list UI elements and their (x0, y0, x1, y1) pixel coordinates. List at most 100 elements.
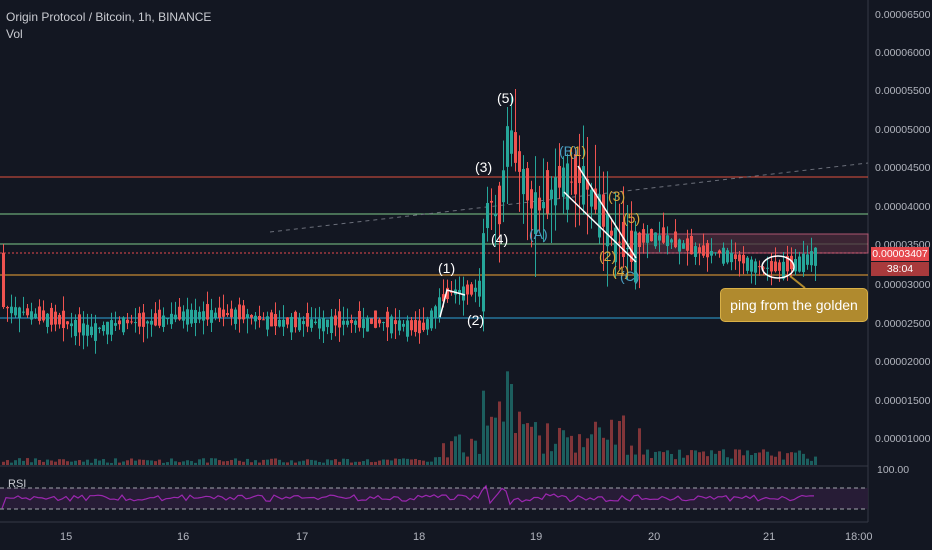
candle-body (654, 232, 657, 247)
volume-bar (458, 434, 461, 465)
candle-body (650, 228, 653, 242)
volume-bar (234, 458, 237, 465)
candle-body (458, 289, 461, 294)
volume-bar (614, 444, 617, 465)
volume-bar (390, 460, 393, 465)
volume-bar (430, 461, 433, 465)
volume-bar (554, 443, 557, 465)
volume-bar (418, 460, 421, 465)
volume-bar (626, 454, 629, 465)
volume-bar (186, 460, 189, 465)
candle-body (630, 230, 633, 262)
volume-bar (394, 458, 397, 465)
candle-body (262, 319, 265, 321)
candle-body (178, 306, 181, 320)
volume-bar (662, 452, 665, 465)
volume-bar (226, 461, 229, 465)
wave-label-A: (A) (529, 226, 548, 242)
candle-body (286, 317, 289, 325)
volume-bar (154, 461, 157, 465)
volume-bar (122, 461, 125, 465)
candle-body (382, 322, 385, 324)
volume-bar (530, 426, 533, 465)
volume-bar (518, 411, 521, 465)
candle-body (482, 233, 485, 312)
volume-bar (378, 460, 381, 465)
time-tick: 19 (530, 531, 542, 543)
volume-bar (114, 458, 117, 465)
candle-body (594, 188, 597, 210)
candle-body (614, 227, 617, 263)
volume-bar (582, 447, 585, 465)
volume-bar (286, 462, 289, 465)
volume-bar (22, 460, 25, 465)
candle-body (354, 320, 357, 325)
volume-bar (790, 452, 793, 465)
candle-body (210, 310, 213, 323)
candle-body (338, 311, 341, 328)
candle-body (698, 247, 701, 254)
candle-body (342, 320, 345, 325)
candle-body (786, 255, 789, 272)
volume-bar (222, 461, 225, 465)
candle-body (774, 261, 777, 272)
volume-bar (270, 458, 273, 465)
candle-body (374, 310, 377, 328)
candle-body (534, 192, 537, 235)
volume-bar (158, 459, 161, 465)
volume-bar (474, 440, 477, 465)
volume-bar (258, 462, 261, 465)
candle-body (518, 151, 521, 172)
volume-bar (806, 458, 809, 465)
wave-label-C: (C) (620, 268, 639, 284)
price-axis[interactable]: 0.00006500 0.00006000 0.00005500 0.00005… (875, 9, 931, 476)
candle-body (254, 315, 257, 322)
callout-pointer (789, 275, 806, 289)
volume-bar (10, 462, 13, 465)
volume-bar (18, 458, 21, 465)
candle-body (514, 132, 517, 163)
volume-bar (406, 458, 409, 465)
volume-bar (326, 459, 329, 465)
golden-ping-callout: ping from the golden (720, 288, 868, 322)
volume-bar (374, 461, 377, 465)
volume-bar (586, 438, 589, 465)
rsi-pane (0, 484, 868, 510)
price-tick: 0.00005000 (875, 124, 931, 136)
candle-body (50, 307, 53, 325)
candle-body (770, 261, 773, 272)
candle-body (418, 320, 421, 334)
candle-body (14, 307, 17, 316)
volume-bar (426, 461, 429, 465)
candle-body (466, 284, 469, 295)
volume-bar (526, 423, 529, 465)
volume-bar (690, 450, 693, 465)
candle-body (194, 310, 197, 324)
volume-bar (382, 459, 385, 465)
volume-bar (646, 449, 649, 465)
candle-body (586, 178, 589, 190)
candle-body (734, 254, 737, 259)
candle-body (554, 177, 557, 206)
volume-bar (290, 460, 293, 465)
volume-bar (634, 454, 637, 465)
candle-body (90, 326, 93, 336)
candle-body (110, 320, 113, 335)
volume-bar (590, 434, 593, 465)
volume-bar (410, 459, 413, 465)
price-tick: 0.00006000 (875, 47, 931, 59)
candle-body (782, 261, 785, 279)
volume-bar (78, 460, 81, 465)
wave-label-B: (B) (559, 143, 578, 159)
volume-bar (314, 460, 317, 465)
candle-body (122, 317, 125, 333)
candle-body (810, 251, 813, 266)
highlight-zone (635, 233, 869, 254)
candle-body (610, 230, 613, 236)
candle-body (10, 306, 13, 314)
time-axis[interactable]: 15 16 17 18 19 20 21 18:00 (60, 531, 873, 543)
volume-bar (558, 427, 561, 465)
volume-bar (38, 459, 41, 465)
volume-bar (786, 453, 789, 465)
